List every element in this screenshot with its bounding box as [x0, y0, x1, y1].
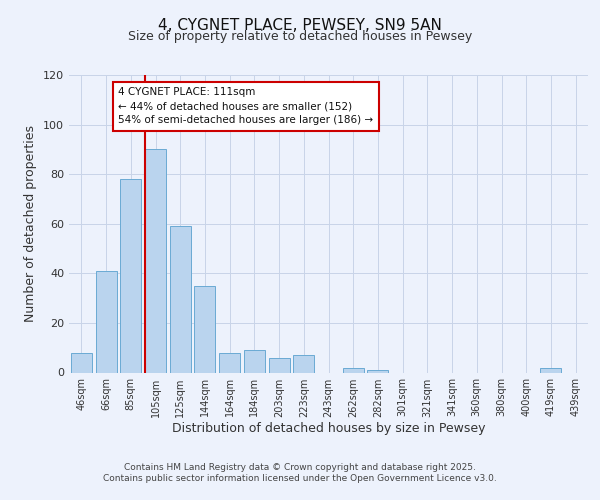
Bar: [244, 350, 265, 372]
Bar: [194, 286, 215, 372]
Bar: [293, 355, 314, 372]
Y-axis label: Number of detached properties: Number of detached properties: [25, 125, 37, 322]
Bar: [170, 226, 191, 372]
Bar: [343, 368, 364, 372]
Bar: [541, 368, 562, 372]
Text: 4, CYGNET PLACE, PEWSEY, SN9 5AN: 4, CYGNET PLACE, PEWSEY, SN9 5AN: [158, 18, 442, 32]
Bar: [367, 370, 388, 372]
Bar: [145, 150, 166, 372]
Bar: [71, 352, 92, 372]
Bar: [95, 271, 116, 372]
Text: Size of property relative to detached houses in Pewsey: Size of property relative to detached ho…: [128, 30, 472, 43]
Text: Contains public sector information licensed under the Open Government Licence v3: Contains public sector information licen…: [103, 474, 497, 483]
Text: Contains HM Land Registry data © Crown copyright and database right 2025.: Contains HM Land Registry data © Crown c…: [124, 462, 476, 471]
X-axis label: Distribution of detached houses by size in Pewsey: Distribution of detached houses by size …: [172, 422, 485, 436]
Text: 4 CYGNET PLACE: 111sqm
← 44% of detached houses are smaller (152)
54% of semi-de: 4 CYGNET PLACE: 111sqm ← 44% of detached…: [118, 88, 374, 126]
Bar: [120, 179, 141, 372]
Bar: [219, 352, 240, 372]
Bar: [269, 358, 290, 372]
